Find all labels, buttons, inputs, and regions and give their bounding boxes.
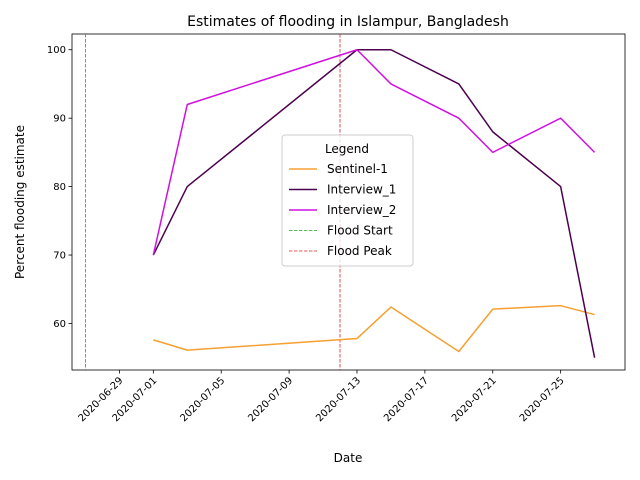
y-tick-label: 100 [47, 45, 66, 56]
legend-entries: Sentinel-1 Interview_1 Interview_2 Flood St… [289, 162, 396, 258]
x-axis-label: Date [334, 451, 363, 465]
x-tick-label: 2020-07-17 [382, 375, 431, 424]
series-lines [152, 48, 596, 358]
series-line-interview-2 [152, 48, 596, 256]
series-line-interview-1 [152, 48, 596, 358]
x-tick-label: 2020-07-05 [178, 375, 227, 424]
y-axis-ticks: 60 70 80 90 100 [47, 45, 72, 330]
legend-label: Flood Peak [327, 244, 392, 258]
legend-box [281, 134, 414, 267]
chart-title: Estimates of flooding in Islampur, Bangl… [187, 14, 509, 30]
y-tick-label: 80 [53, 182, 66, 193]
y-tick-label: 60 [53, 319, 66, 330]
series-line-sentinel-1 [153, 304, 595, 353]
y-tick-label: 90 [53, 114, 66, 125]
legend-label: Interview_2 [327, 203, 396, 217]
legend-label: Sentinel-1 [327, 162, 388, 176]
x-tick-label: 2020-07-25 [518, 375, 567, 424]
x-tick-label: 2020-07-13 [314, 375, 363, 424]
x-tick-label: 2020-07-09 [246, 375, 295, 424]
x-tick-label: 2020-07-21 [450, 375, 499, 424]
legend-label: Flood Start [327, 224, 393, 238]
legend-title: Legend [325, 142, 369, 156]
y-tick-label: 70 [53, 251, 66, 262]
y-axis-label: Percent flooding estimate [13, 125, 27, 279]
legend: Legend Sentinel-1 Interview_1 Interview_2 F… [281, 134, 414, 267]
legend-label: Interview_1 [327, 183, 396, 197]
